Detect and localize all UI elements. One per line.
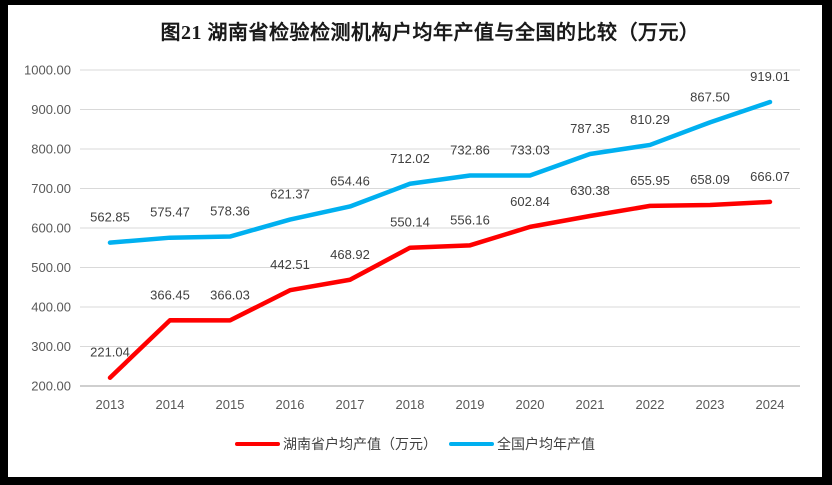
data-label-series-0: 658.09 [690, 172, 730, 187]
x-tick-label: 2019 [456, 397, 485, 412]
y-tick-label: 200.00 [31, 379, 71, 394]
x-tick-label: 2013 [96, 397, 125, 412]
data-label-series-0: 655.95 [630, 173, 670, 188]
x-tick-label: 2022 [636, 397, 665, 412]
line-chart-plot: 200.00 300.00 400.00 500.00 600.00 700.00 800.… [24, 63, 800, 412]
y-tick-label: 900.00 [31, 102, 71, 117]
x-tick-label: 2020 [516, 397, 545, 412]
data-label-series-1: 562.85 [90, 210, 130, 225]
data-label-series-1: 578.36 [210, 204, 250, 219]
data-label-series-0: 630.38 [570, 183, 610, 198]
data-label-series-1: 575.47 [150, 205, 190, 220]
y-tick-label: 500.00 [31, 260, 71, 275]
y-tick-label: 600.00 [31, 221, 71, 236]
x-tick-label: 2024 [756, 397, 785, 412]
data-label-series-0: 366.03 [210, 287, 250, 302]
y-tick-label: 700.00 [31, 181, 71, 196]
data-label-series-1: 654.46 [330, 173, 370, 188]
data-label-series-1: 621.37 [270, 187, 310, 202]
legend-swatch-national-line [449, 441, 494, 447]
data-label-series-1: 810.29 [630, 112, 670, 127]
data-label-series-1: 787.35 [570, 121, 610, 136]
data-label-series-0: 221.04 [90, 345, 130, 360]
y-tick-label: 1000.00 [24, 63, 71, 78]
y-tick-label: 400.00 [31, 300, 71, 315]
x-tick-label: 2021 [576, 397, 605, 412]
chart-title: 图21 湖南省检验检测机构户均年产值与全国的比较（万元） [160, 22, 700, 44]
data-label-series-1: 733.03 [510, 142, 550, 157]
legend-item-hunan: 湖南省户均产值（万元） [235, 434, 437, 454]
x-tick-label: 2015 [216, 397, 245, 412]
series-line-0 [107, 199, 773, 380]
data-label-series-0: 366.45 [150, 287, 190, 302]
x-tick-label: 2017 [336, 397, 365, 412]
y-tick-label: 300.00 [31, 339, 71, 354]
chart-legend: 湖南省户均产值（万元） 全国户均年产值 [8, 434, 822, 454]
legend-swatch-hunan-line [235, 441, 280, 447]
x-tick-label: 2023 [696, 397, 725, 412]
data-label-series-1: 919.01 [750, 69, 790, 84]
data-label-series-0: 550.14 [390, 215, 430, 230]
legend-label-national: 全国户均年产值 [497, 436, 595, 452]
legend-label-hunan: 湖南省户均产值（万元） [283, 436, 437, 452]
data-label-series-0: 468.92 [330, 247, 370, 262]
data-label-series-0: 556.16 [450, 212, 490, 227]
data-label-series-1: 732.86 [450, 143, 490, 158]
data-label-series-0: 666.07 [750, 169, 790, 184]
legend-item-national: 全国户均年产值 [449, 434, 595, 454]
x-tick-label: 2014 [156, 397, 185, 412]
data-label-series-1: 867.50 [690, 89, 730, 104]
series-line-1 [107, 99, 773, 245]
x-tick-label: 2016 [276, 397, 305, 412]
data-label-series-0: 602.84 [510, 194, 550, 209]
x-tick-label: 2018 [396, 397, 425, 412]
y-tick-label: 800.00 [31, 142, 71, 157]
data-label-series-1: 712.02 [390, 151, 430, 166]
data-label-series-0: 442.51 [270, 257, 310, 272]
